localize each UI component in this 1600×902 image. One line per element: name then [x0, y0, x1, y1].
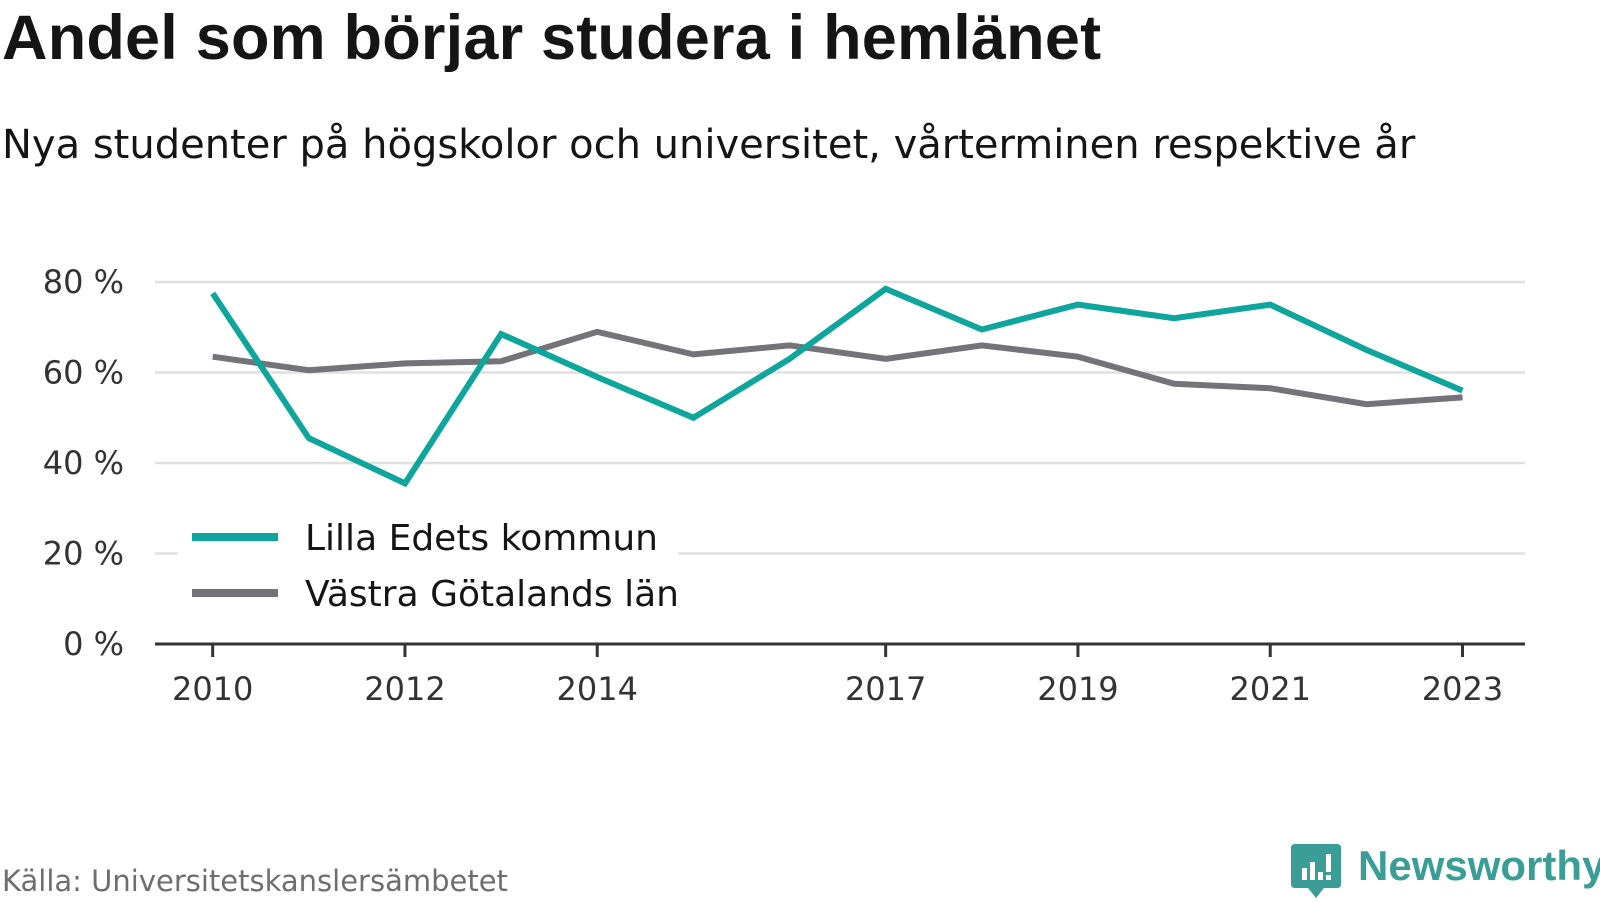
- legend: Lilla Edets kommun Västra Götalands län: [178, 500, 679, 615]
- chart-subtitle: Nya studenter på högskolor och universit…: [2, 122, 1416, 168]
- series-layer: [210, 285, 1464, 488]
- chart-title: Andel som börjar studera i hemlänet: [2, 3, 1102, 73]
- legend-label-2: Västra Götalands län: [305, 574, 679, 615]
- y-tick-label: 0 %: [63, 625, 124, 663]
- series-line-2: [212, 328, 1463, 408]
- x-tick-label: 2021: [1230, 670, 1311, 708]
- series-line-1: [210, 285, 1464, 488]
- x-tick-label: 2019: [1037, 670, 1118, 708]
- brand-name: Newsworthy: [1358, 842, 1600, 889]
- brand-logo: Newsworthy: [1290, 840, 1600, 900]
- source-note: Källa: Universitetskanslersämbetet: [2, 864, 508, 898]
- x-tick-label: 2017: [845, 670, 926, 708]
- y-tick-label: 40 %: [43, 444, 124, 482]
- axis-layer: 0 % 20 % 40 % 60 % 80 % 2010 2012 2014 2017 2019 2…: [43, 263, 1525, 708]
- x-tick-label: 2023: [1422, 670, 1503, 708]
- y-tick-label: 20 %: [43, 535, 124, 573]
- y-tick-label: 60 %: [43, 354, 124, 392]
- x-tick-label: 2012: [364, 670, 445, 708]
- x-tick-label: 2010: [172, 670, 253, 708]
- x-tick-label: 2014: [557, 670, 638, 708]
- y-tick-label: 80 %: [43, 263, 124, 301]
- bar-chart-speech-bubble-icon: [1291, 844, 1341, 898]
- legend-label-1: Lilla Edets kommun: [305, 518, 658, 559]
